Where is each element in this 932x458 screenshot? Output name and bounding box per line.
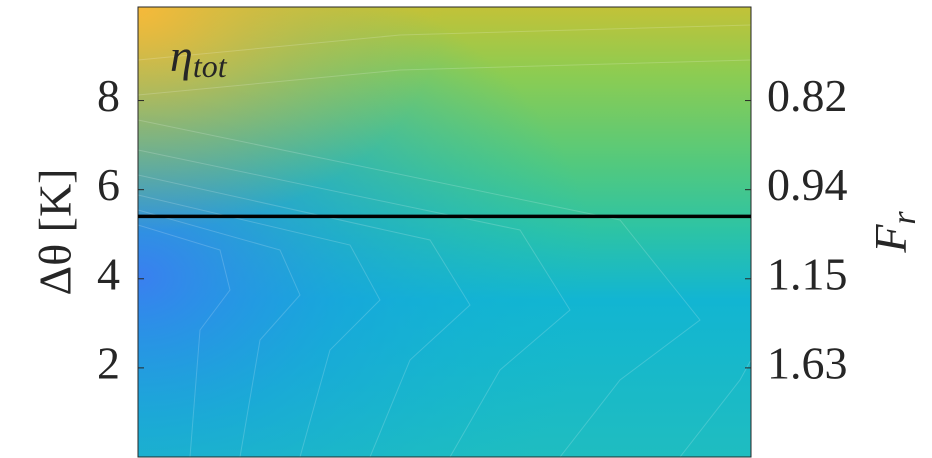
y-tick-label: 4 [97,248,120,299]
y2-tick-label: 0.94 [767,159,848,210]
y-axis-label: Δθ [K] [30,169,81,296]
annotation-subscript: tot [193,48,228,84]
contour-field [138,7,751,457]
y-tick-label: 6 [97,159,120,210]
y-tick-label: 8 [97,70,120,121]
y2-label-subscript: r [886,211,923,225]
y2-tick-label: 0.82 [767,70,848,121]
annotation-symbol: η [170,30,193,81]
y2-axis-label: Fr [865,211,923,254]
y2-tick-label: 1.63 [767,337,848,388]
y2-label-symbol: F [865,224,916,254]
y2-tick-label: 1.15 [767,248,848,299]
annotation: ηtot [170,30,228,85]
plot-frame [137,6,752,458]
y-tick-label: 2 [97,337,120,388]
